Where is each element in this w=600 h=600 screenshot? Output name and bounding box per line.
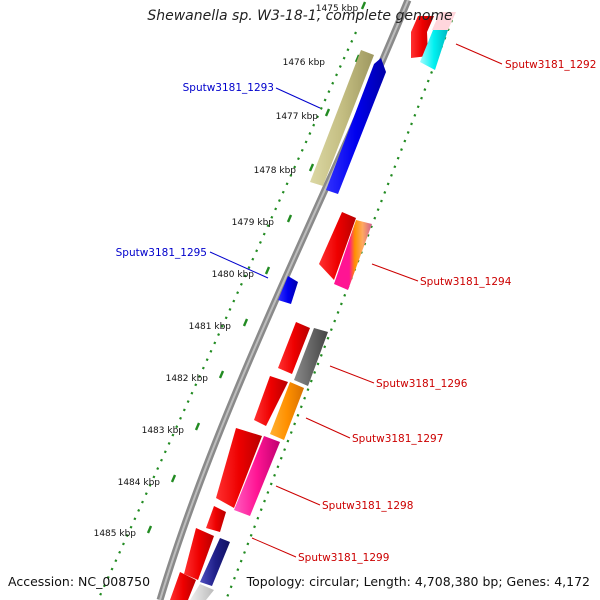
kbp-tick — [324, 108, 331, 117]
gene-label[interactable]: Sputw3181_1299 — [298, 552, 389, 564]
kbp-label: 1476 kbp — [283, 58, 326, 68]
kbp-label: 1484 kbp — [118, 478, 161, 488]
gene-1297-feature[interactable] — [254, 376, 288, 426]
kbp-label: 1483 kbp — [142, 426, 185, 436]
gene-label[interactable]: Sputw3181_1292 — [505, 59, 596, 71]
kbp-tick — [218, 370, 225, 379]
gene-1292-feature[interactable] — [411, 16, 434, 58]
kbp-tick — [308, 163, 315, 172]
gene-1298-feature[interactable] — [216, 428, 262, 508]
gene-bottom-light-feature[interactable] — [190, 584, 214, 600]
kbp-label: 1479 kbp — [232, 218, 275, 228]
kbp-tick — [264, 266, 271, 275]
gene-khaki-feature[interactable] — [310, 50, 374, 186]
kbp-tick — [242, 318, 249, 327]
gene-label[interactable]: Sputw3181_1294 — [420, 276, 512, 288]
gene-1296-feature[interactable] — [278, 322, 310, 374]
gene-1294b-feature[interactable] — [334, 220, 372, 290]
kbp-label: 1485 kbp — [94, 529, 137, 539]
gene-label[interactable]: Sputw3181_1298 — [322, 500, 413, 512]
accession-text: Accession: NC_008750 — [8, 574, 151, 589]
kbp-label: 1481 kbp — [189, 322, 232, 332]
kbp-label: 1475 kbp — [316, 4, 359, 14]
map-title: Shewanella sp. W3-18-1, complete genome — [147, 8, 453, 24]
gene-1293-feature[interactable] — [326, 58, 386, 194]
kbp-label: 1478 kbp — [254, 166, 297, 176]
kbp-tick — [286, 214, 293, 223]
gene-bottom-red-feature[interactable] — [170, 572, 196, 600]
gene-1299-feature[interactable] — [184, 528, 214, 580]
gene-1297b-feature[interactable] — [270, 382, 304, 440]
gene-label[interactable]: Sputw3181_1293 — [183, 82, 274, 94]
kbp-tick — [170, 474, 177, 483]
kbp-tick — [354, 54, 361, 63]
gene-features — [170, 12, 456, 600]
kbp-tick — [360, 1, 367, 10]
kbp-label: 1477 kbp — [276, 112, 319, 122]
gene-1294-feature[interactable] — [319, 212, 356, 280]
kbp-label: 1480 kbp — [212, 270, 255, 280]
gene-1298b-feature[interactable] — [234, 436, 280, 516]
gene-1292b-feature[interactable] — [420, 30, 448, 70]
gene-1292c-feature[interactable] — [432, 12, 456, 30]
kbp-tick — [146, 525, 153, 534]
gene-1295-feature[interactable] — [278, 276, 298, 304]
kbp-label: 1482 kbp — [166, 374, 209, 384]
gene-label[interactable]: Sputw3181_1297 — [352, 433, 443, 445]
topology-text: Topology: circular; Length: 4,708,380 bp… — [246, 574, 590, 589]
gene-1299b-feature[interactable] — [200, 538, 230, 586]
gene-label[interactable]: Sputw3181_1296 — [376, 378, 468, 390]
gene-1296b-feature[interactable] — [294, 328, 328, 386]
gene-1299a-feature[interactable] — [206, 506, 226, 532]
kbp-tick — [194, 422, 201, 431]
gene-label[interactable]: Sputw3181_1295 — [116, 247, 207, 259]
callout-lines — [209, 43, 503, 558]
